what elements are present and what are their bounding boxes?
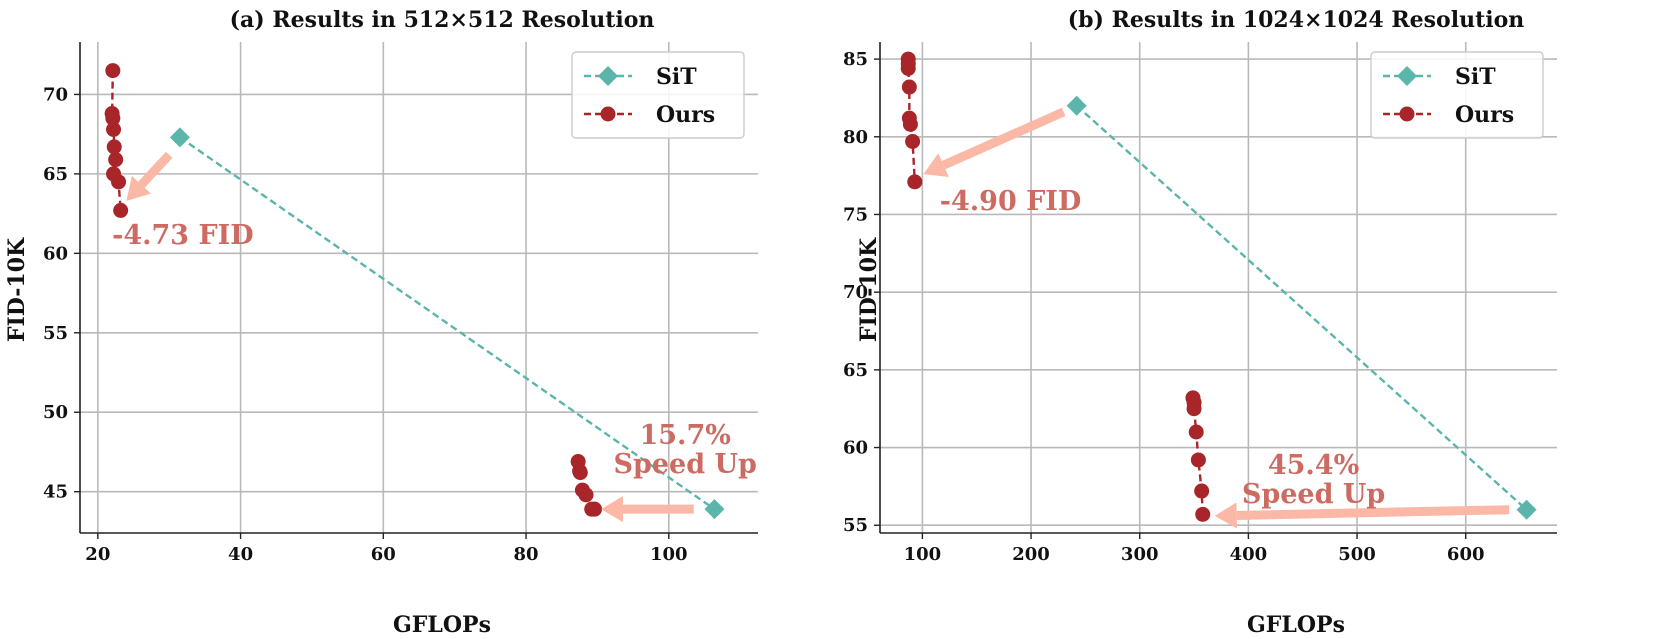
chart-b-legend-sit-label: SiT — [1455, 64, 1496, 90]
chart-a-legend-ours-label: Ours — [656, 102, 715, 128]
chart-a-legend-sit-label: SiT — [656, 64, 697, 90]
chart-b-y-tick-label-5: 80 — [843, 127, 868, 148]
chart-a-legend-sit-marker — [598, 66, 618, 86]
chart-b-x-tick-label-4: 500 — [1338, 544, 1376, 565]
chart-b-title: (b) Results in 1024×1024 Resolution — [1068, 7, 1525, 33]
chart-b-sit-line-0 — [1075, 104, 1528, 511]
chart-b-y-tick-label-2: 65 — [843, 360, 868, 381]
chart-512-resolution: (a) Results in 512×512 Resolution 20 40 60… — [4, 7, 758, 638]
chart-a-annotation-arrow-shaft-0 — [138, 151, 173, 188]
chart-b-annotation-text-1-0: 45.4% — [1268, 450, 1359, 481]
chart-b-x-axis-label: GFLOPs — [1247, 612, 1345, 638]
chart-a-y-tick-label-0: 45 — [43, 482, 68, 503]
chart-a-annotation-text-1-1: Speed Up — [613, 449, 756, 480]
chart-b-y-axis-label: FID-10K — [856, 237, 882, 342]
chart-a-ours-point-0-2 — [105, 110, 121, 126]
chart-a-sit-point-0-1 — [704, 499, 725, 520]
chart-a-y-tick-label-1: 50 — [43, 402, 68, 423]
chart-a-annotation-arrow-head-1 — [600, 496, 623, 523]
chart-b-ours-point-1-6 — [1195, 506, 1211, 522]
chart-b-ours-point-0-7 — [907, 174, 923, 190]
chart-b-annotation-text-1-1: Speed Up — [1242, 479, 1385, 510]
chart-b-x-tick-label-2: 300 — [1121, 544, 1159, 565]
chart-b-ours-point-1-2 — [1186, 401, 1202, 417]
chart-b-annotations: -4.90 FID 45.4%Speed Up — [923, 107, 1510, 529]
chart-a-sit-point-0-0 — [169, 127, 190, 148]
chart-b-legend-sit-marker — [1397, 66, 1417, 86]
chart-b-ours-point-1-3 — [1188, 424, 1204, 440]
chart-1024-resolution: (b) Results in 1024×1024 Resolution 100 2… — [843, 7, 1557, 638]
chart-b-ours-point-1-4 — [1190, 452, 1206, 468]
chart-a-ours-point-0-7 — [111, 174, 127, 190]
chart-b-annotation-arrow-shaft-0 — [941, 107, 1066, 170]
chart-a-y-tick-label-4: 65 — [43, 164, 68, 185]
chart-a-x-axis-label: GFLOPs — [393, 612, 491, 638]
chart-a-ours-point-1-4 — [578, 487, 594, 503]
chart-a-y-ticks: 45 50 55 60 65 70 — [43, 84, 80, 503]
chart-b-y-tick-label-3: 70 — [843, 282, 868, 303]
chart-b-x-ticks: 100 200 300 400 500 600 — [904, 533, 1485, 565]
chart-b-legend-ours-marker — [1399, 106, 1415, 122]
chart-a-y-tick-label-2: 55 — [43, 323, 68, 344]
chart-b-y-tick-label-1: 60 — [843, 438, 868, 459]
chart-a-legend: SiT Ours — [571, 51, 745, 139]
chart-a-y-tick-label-5: 70 — [43, 84, 68, 105]
chart-a-ours-point-0-8 — [113, 202, 129, 218]
chart-b-x-tick-label-0: 100 — [904, 544, 942, 565]
chart-b-ours-point-0-6 — [905, 133, 921, 149]
chart-a-x-tick-label-0: 20 — [85, 544, 110, 565]
chart-a-x-tick-label-3: 80 — [514, 544, 539, 565]
chart-b-y-ticks: 55 60 65 70 75 80 85 — [843, 49, 880, 536]
chart-a-annotation-text-1-0: 15.7% — [639, 420, 730, 451]
chart-a-sit-line-0 — [179, 136, 716, 511]
chart-b-sit-point-0-1 — [1516, 499, 1537, 520]
chart-b-axes — [879, 42, 1557, 534]
chart-a-title: (a) Results in 512×512 Resolution — [230, 7, 655, 33]
chart-b-ours-point-0-3 — [901, 79, 917, 95]
chart-a-ours-point-0-0 — [105, 63, 121, 79]
chart-b-legend: SiT Ours — [1370, 51, 1544, 139]
chart-a-y-tick-label-3: 60 — [43, 243, 68, 264]
chart-b-annotation-arrow-head-1 — [1214, 502, 1237, 529]
chart-b-annotation-arrow-head-0 — [923, 153, 949, 178]
chart-a-ours-point-0-4 — [106, 139, 122, 155]
chart-a-grid — [80, 42, 758, 533]
chart-b-ours-point-0-2 — [900, 60, 916, 76]
chart-b-legend-ours-label: Ours — [1455, 102, 1514, 128]
chart-a-series — [104, 63, 725, 520]
chart-b-y-tick-label-6: 85 — [843, 49, 868, 70]
chart-a-x-tick-label-1: 40 — [228, 544, 253, 565]
chart-a-annotation-arrow-head-0 — [126, 175, 151, 201]
chart-a-legend-ours-marker — [600, 106, 616, 122]
chart-b-annotation-text-0-0: -4.90 FID — [940, 186, 1082, 217]
chart-a-ours-point-0-3 — [106, 121, 122, 137]
chart-a-ours-point-1-6 — [587, 501, 603, 517]
chart-a-ours-point-0-5 — [108, 152, 124, 168]
chart-b-y-tick-label-0: 55 — [843, 515, 868, 536]
chart-b-x-tick-label-1: 200 — [1012, 544, 1050, 565]
chart-a-y-axis-label: FID-10K — [4, 237, 30, 342]
chart-b-ours-point-1-5 — [1194, 483, 1210, 499]
chart-b-ours-point-0-5 — [902, 116, 918, 132]
chart-a-x-tick-label-4: 100 — [650, 544, 688, 565]
chart-a-annotation-text-0-0: -4.73 FID — [112, 220, 254, 251]
chart-a-x-ticks: 20 40 60 80 100 — [85, 533, 688, 565]
chart-a-ours-point-1-2 — [572, 465, 588, 481]
chart-a-annotations: -4.73 FID 15.7%Speed Up — [112, 151, 757, 523]
chart-b-x-tick-label-3: 400 — [1230, 544, 1268, 565]
chart-b-series — [900, 51, 1537, 522]
chart-a-axes — [79, 42, 758, 534]
chart-b-sit-point-0-0 — [1066, 95, 1087, 116]
chart-b-annotation-arrow-shaft-1 — [1236, 505, 1510, 520]
chart-a-x-tick-label-2: 60 — [371, 544, 396, 565]
chart-b-y-tick-label-4: 75 — [843, 204, 868, 225]
chart-b-x-tick-label-5: 600 — [1447, 544, 1485, 565]
